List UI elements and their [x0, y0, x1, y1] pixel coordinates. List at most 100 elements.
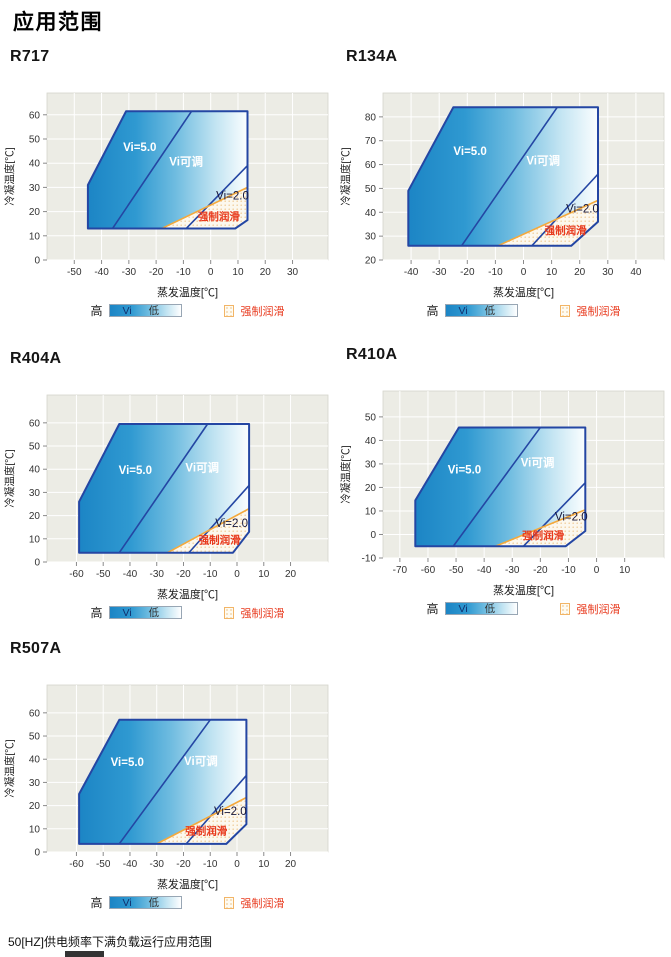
forced-lube-legend-label: 强制润滑 [240, 305, 285, 318]
y-tick-label: 40 [29, 159, 41, 170]
vi5-boundary-line [118, 719, 211, 845]
vi2-boundary-line [531, 173, 599, 247]
forced-lube-line [167, 507, 250, 554]
region-label: 强制润滑 [185, 825, 227, 838]
region-label: Vi可调 [526, 154, 560, 168]
x-tick-label: -40 [94, 267, 109, 278]
chart-canvas-r717: -50 -40 -30 -20 -10 0 10 20 30 0 10 20 30 40 50 60 Vi=5.… [3, 92, 329, 278]
legend-vi-label: Vi [458, 602, 468, 615]
x-tick-label: -30 [432, 267, 447, 278]
operating-envelope [79, 719, 247, 844]
envelope-outline [86, 110, 249, 230]
x-tick-label: -20 [460, 267, 475, 278]
vi5-boundary-line [111, 110, 193, 229]
region-label: Vi=2.0 [216, 190, 249, 202]
x-tick-label: 0 [208, 267, 214, 278]
legend-vi-gradient-bar: Vi 低 [108, 606, 182, 619]
region-label: Vi可调 [169, 155, 203, 169]
y-tick-label: 0 [34, 848, 40, 859]
axis-ticks: -60 -50 -40 -30 -20 -10 0 10 20 0 10 20 30 40 50 60 [29, 418, 297, 580]
vi5-boundary-line [118, 423, 209, 554]
y-tick-label: 50 [29, 134, 41, 145]
legend-vi-gradient-bar: Vi 低 [444, 304, 518, 317]
x-tick-label: 40 [630, 267, 642, 278]
y-tick-label: 0 [34, 558, 40, 569]
x-tick-label: -20 [176, 859, 191, 870]
operating-envelope [408, 107, 598, 246]
vi5-boundary-line [452, 426, 542, 547]
y-tick-label: 30 [365, 459, 377, 470]
y-tick-label: 40 [365, 208, 377, 219]
y-tick-label: 10 [365, 506, 377, 517]
x-tick-label: 0 [234, 569, 240, 580]
chart-block-r404a: R404A -60 -50 -40 -30 -20 -10 0 10 20 0 10 20 30 40 50 6… [0, 350, 336, 640]
vi2-boundary-line [185, 165, 249, 230]
region-label: Vi=5.0 [111, 757, 144, 769]
x-tick-label: -30 [505, 565, 520, 576]
region-label: Vi=2.0 [566, 203, 599, 215]
forced-lube-line [156, 796, 247, 845]
chart-block-r507a: R507A -60 -50 -40 -30 -20 -10 0 10 20 0 10 20 30 40 50 6… [0, 640, 336, 930]
region-label: Vi=5.0 [448, 464, 481, 476]
chart-legend: 高 Vi 低 强制润滑 [383, 600, 664, 617]
x-tick-label: -30 [122, 267, 137, 278]
legend-low-label: 低 [484, 305, 496, 317]
x-tick-label: -40 [404, 267, 419, 278]
x-tick-label: -40 [123, 859, 138, 870]
x-axis-label: 蒸发温度[℃] [156, 879, 219, 891]
x-tick-label: -50 [96, 569, 111, 580]
y-tick-label: 0 [370, 530, 376, 541]
x-tick-label: 10 [258, 569, 270, 580]
region-label: Vi可调 [521, 455, 555, 469]
vi2-boundary-line [185, 774, 247, 845]
forced-lube-swatch [223, 896, 234, 909]
chart-canvas-r134a: -40 -30 -20 -10 0 10 20 30 40 20 30 40 50 60 70 80 Vi=5.… [339, 92, 665, 278]
legend-vi-label: Vi [122, 304, 132, 317]
legend-low-label: 低 [148, 305, 160, 317]
x-tick-label: 10 [546, 267, 558, 278]
x-axis-label: 蒸发温度[℃] [492, 287, 555, 299]
forced-lube-swatch [223, 304, 234, 317]
chart-canvas-r507a: -60 -50 -40 -30 -20 -10 0 10 20 0 10 20 30 40 50 60 Vi=5… [3, 684, 329, 870]
region-label: Vi=2.0 [215, 518, 248, 530]
x-tick-label: -10 [488, 267, 503, 278]
y-tick-label: 80 [365, 112, 377, 123]
chart-legend: 高 Vi 低 强制润滑 [47, 604, 328, 621]
footer-note: 50[HZ]供电频率下满负载运行应用范围 [8, 935, 213, 949]
legend-low-label: 低 [148, 607, 160, 619]
y-axis-label: 冷凝温度[℃] [339, 445, 352, 503]
chart-title: R717 [10, 48, 50, 65]
chart-legend: 高 Vi 低 强制润滑 [383, 302, 664, 319]
x-tick-label: 30 [602, 267, 614, 278]
forced-lube-line [161, 186, 248, 230]
operating-envelope [87, 111, 248, 229]
x-tick-label: -50 [449, 565, 464, 576]
region-label: Vi=2.0 [555, 511, 588, 523]
y-tick-label: 20 [29, 207, 41, 218]
y-tick-label: 50 [29, 442, 41, 453]
x-tick-label: 0 [234, 859, 240, 870]
x-tick-label: -70 [393, 565, 408, 576]
forced-lube-legend-label: 强制润滑 [576, 603, 621, 616]
region-label: 强制润滑 [198, 210, 240, 223]
chart-title: R410A [346, 346, 398, 363]
axis-ticks: -60 -50 -40 -30 -20 -10 0 10 20 0 10 20 30 40 50 60 [29, 708, 297, 870]
page-bottom-bar [65, 951, 104, 957]
page-title: 应用范围 [13, 11, 103, 34]
y-tick-label: 40 [29, 755, 41, 766]
y-axis-label: 冷凝温度[℃] [3, 449, 16, 507]
legend-high-label: 高 [90, 606, 103, 620]
x-tick-label: -60 [69, 569, 84, 580]
x-tick-label: -20 [533, 565, 548, 576]
y-axis-label: 冷凝温度[℃] [339, 147, 352, 205]
envelope-outline [414, 426, 587, 548]
y-tick-label: 30 [29, 778, 41, 789]
y-tick-label: 30 [29, 183, 41, 194]
y-tick-label: 50 [365, 412, 377, 423]
x-axis-label: 蒸发温度[℃] [156, 589, 219, 601]
y-tick-label: 70 [365, 136, 377, 147]
x-tick-label: -30 [149, 569, 164, 580]
envelope-outline [78, 718, 248, 845]
region-label: Vi=5.0 [453, 146, 486, 158]
